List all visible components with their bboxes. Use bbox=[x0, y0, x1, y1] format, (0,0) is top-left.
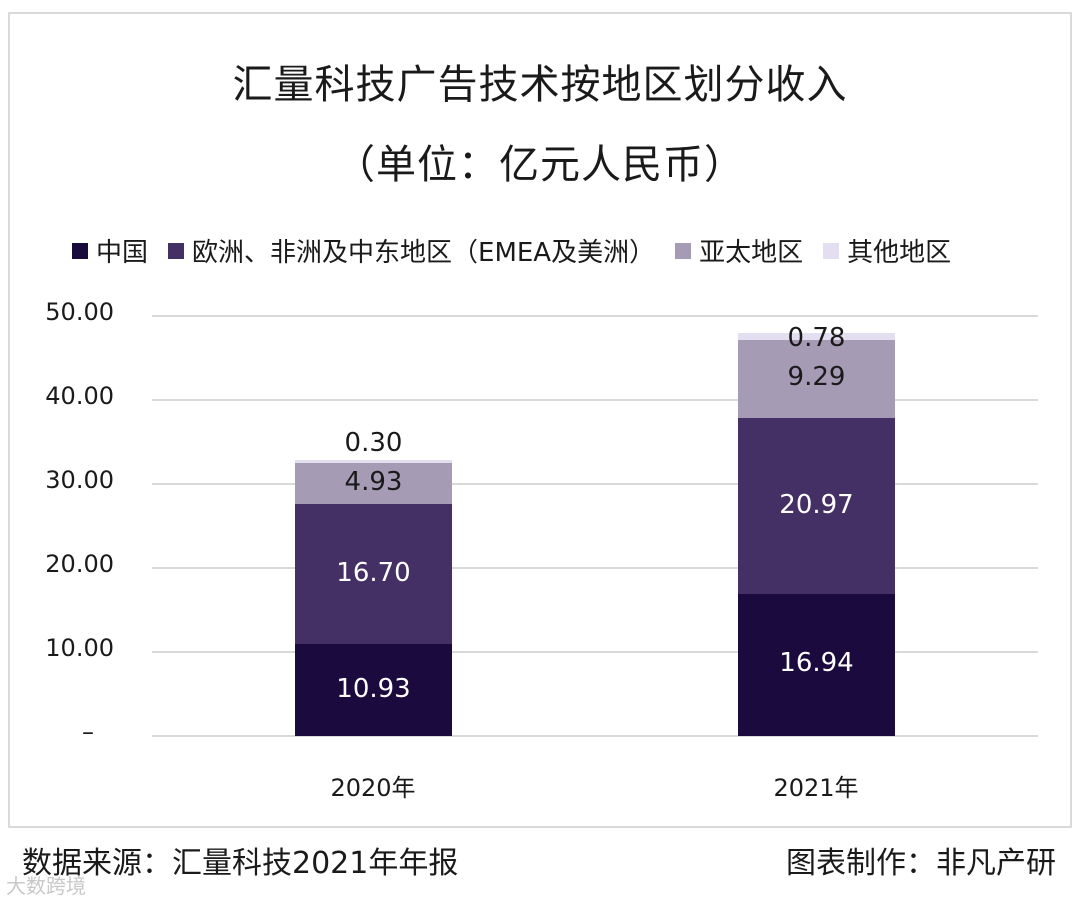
data-label: 16.70 bbox=[336, 558, 411, 588]
gridline bbox=[152, 315, 1038, 317]
bar-segment-apac: 4.93 bbox=[295, 463, 452, 504]
y-tick-50: 50.00 bbox=[45, 298, 114, 326]
y-tick-30: 30.00 bbox=[45, 466, 114, 494]
legend-swatch-emea bbox=[168, 242, 185, 259]
data-label: 0.78 bbox=[787, 323, 846, 353]
legend-item-other: 其他地区 bbox=[823, 232, 951, 269]
legend-swatch-other bbox=[823, 242, 840, 259]
bar-2020: 10.93 16.70 4.93 0.30 bbox=[295, 428, 452, 736]
bar-segment-other: 0.78 bbox=[738, 323, 895, 353]
y-tick-20: 20.00 bbox=[45, 550, 114, 578]
y-tick-40: 40.00 bbox=[45, 382, 114, 410]
legend-swatch-china bbox=[72, 242, 88, 259]
y-tick-0: – bbox=[82, 718, 94, 746]
chart-subtitle: （单位：亿元人民币） bbox=[335, 142, 745, 188]
bar-segment-emea: 20.97 bbox=[738, 418, 895, 594]
data-label: 20.97 bbox=[779, 490, 854, 520]
x-label-2020: 2020年 bbox=[330, 774, 416, 802]
bar-segment-china: 10.93 bbox=[295, 644, 452, 736]
legend-label: 其他地区 bbox=[847, 238, 952, 268]
legend-label: 中国 bbox=[96, 238, 149, 268]
gridline bbox=[152, 567, 1038, 569]
bar-2021: 16.94 20.97 9.29 0.78 bbox=[738, 323, 895, 736]
bar-segment-apac: 9.29 bbox=[738, 340, 895, 418]
chart-credit: 图表制作：非凡产研 bbox=[786, 846, 1056, 881]
data-label: 0.30 bbox=[344, 428, 403, 458]
data-label: 9.29 bbox=[787, 362, 846, 392]
x-label-2021: 2021年 bbox=[773, 774, 859, 802]
legend-swatch-apac bbox=[675, 242, 692, 259]
legend: 中国 欧洲、非洲及中东地区（EMEA及美洲） 亚太地区 其他地区 bbox=[72, 232, 971, 269]
legend-label: 亚太地区 bbox=[699, 238, 804, 268]
legend-item-emea: 欧洲、非洲及中东地区（EMEA及美洲） bbox=[168, 232, 655, 269]
gridline bbox=[152, 651, 1038, 653]
data-source: 数据来源：汇量科技2021年年报 bbox=[22, 846, 459, 881]
legend-label: 欧洲、非洲及中东地区（EMEA及美洲） bbox=[192, 238, 656, 268]
bar-segment-other: 0.30 bbox=[295, 428, 452, 463]
legend-item-apac: 亚太地区 bbox=[675, 232, 803, 269]
data-label: 10.93 bbox=[336, 674, 411, 704]
data-label: 16.94 bbox=[779, 648, 854, 678]
gridline bbox=[152, 483, 1038, 485]
watermark: 大数跨境 bbox=[6, 874, 86, 898]
data-label: 4.93 bbox=[344, 467, 403, 497]
chart-title: 汇量科技广告技术按地区划分收入 bbox=[232, 62, 848, 108]
bar-segment-emea: 16.70 bbox=[295, 504, 452, 644]
x-axis-baseline bbox=[152, 735, 1038, 737]
bar-segment-china: 16.94 bbox=[738, 594, 895, 736]
y-tick-10: 10.00 bbox=[45, 634, 114, 662]
legend-item-china: 中国 bbox=[72, 232, 148, 269]
gridline bbox=[152, 399, 1038, 401]
